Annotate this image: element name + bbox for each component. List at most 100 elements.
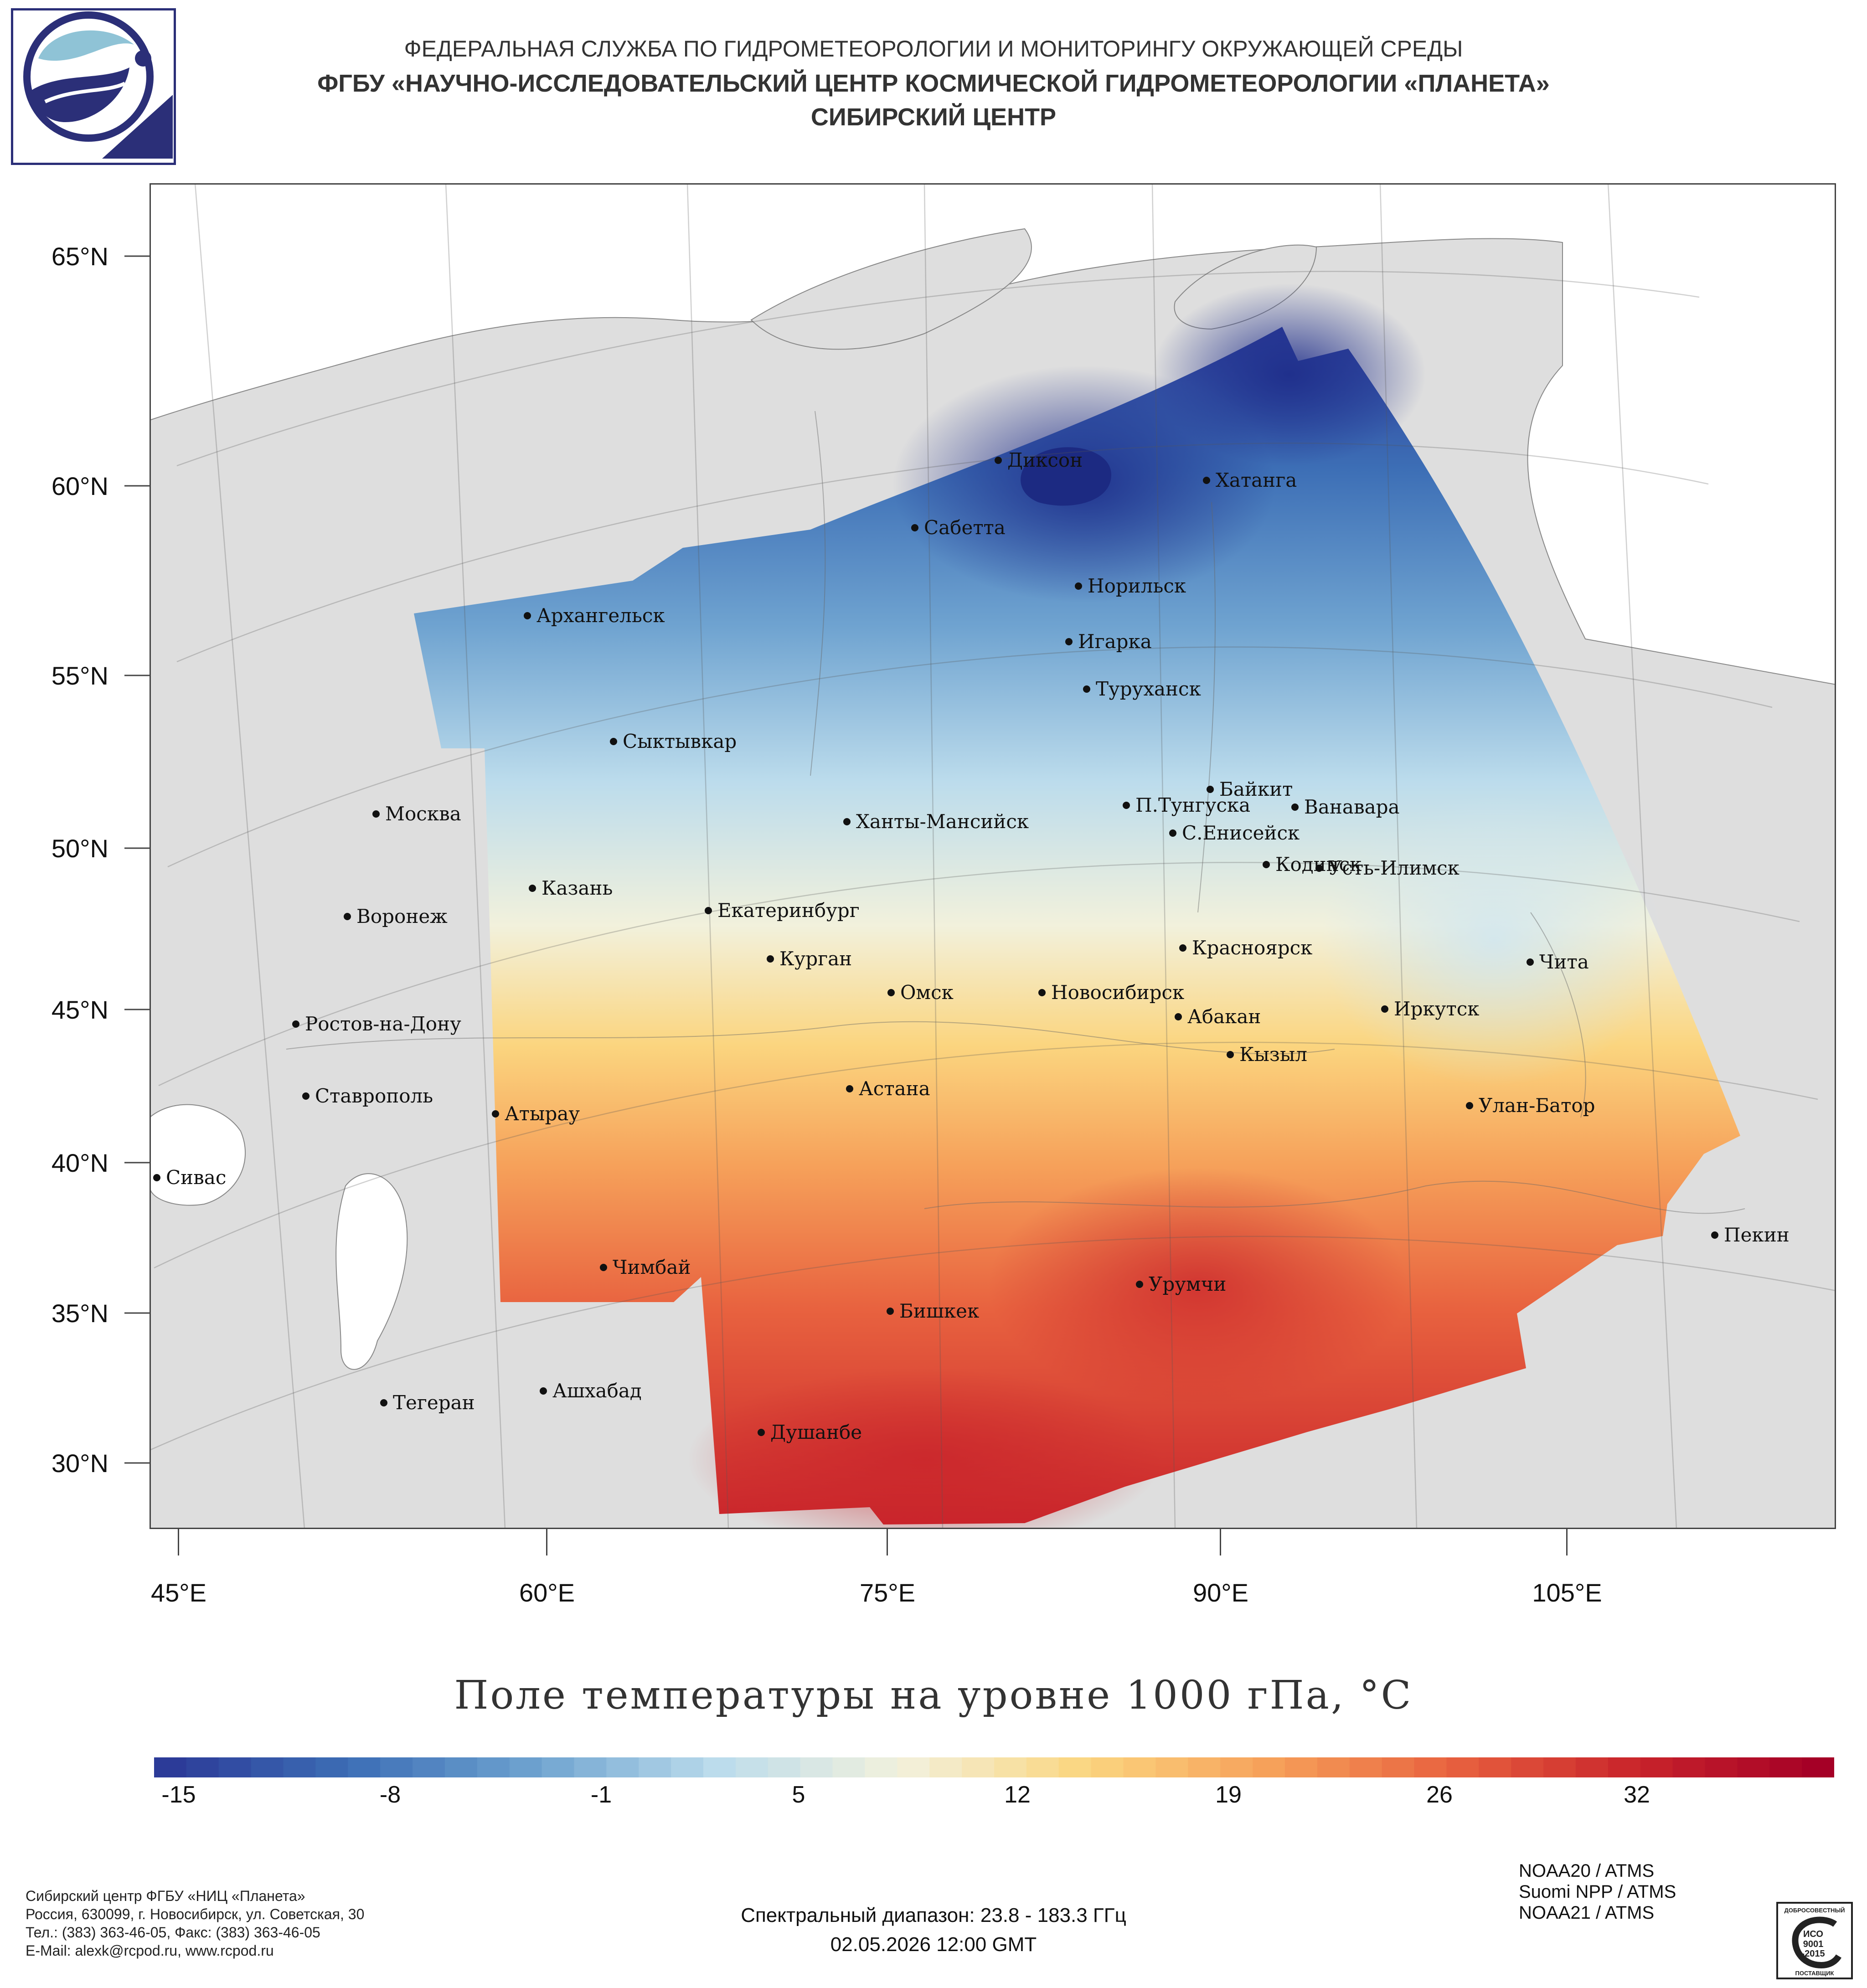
- colorbar-segment: [1188, 1757, 1221, 1777]
- city-marker: [524, 612, 531, 619]
- colorbar-segment: [1705, 1757, 1738, 1777]
- cool-region: [1321, 794, 1667, 1086]
- footer-contacts: Сибирский центр ФГБУ «НИЦ «Планета» Росс…: [26, 1887, 364, 1960]
- latitude-labels: 65°N 60°N 55°N 50°N 45°N 40°N 35°N 30°N: [52, 242, 150, 1478]
- city-marker: [1075, 582, 1082, 590]
- colorbar-segment: [283, 1757, 316, 1777]
- city-marker: [846, 1085, 853, 1092]
- city-label: Кызыл: [1239, 1043, 1307, 1066]
- city-label: Чита: [1539, 951, 1589, 973]
- city-marker: [600, 1264, 607, 1271]
- agency-title: ФЕДЕРАЛЬНАЯ СЛУЖБА ПО ГИДРОМЕТЕОРОЛОГИИ …: [404, 36, 1463, 62]
- city-label: Казань: [542, 877, 613, 899]
- city-label: Сабетта: [924, 516, 1006, 539]
- city-marker: [843, 818, 851, 825]
- colorbar-segment: [1026, 1757, 1059, 1777]
- city-label: Ханты-Мансийск: [856, 810, 1029, 833]
- planeta-logo: [11, 8, 176, 165]
- city-marker: [1527, 958, 1534, 966]
- dark-lake: [1021, 447, 1111, 506]
- timestamp: 02.05.2026 12:00 GMT: [830, 1933, 1037, 1956]
- latitude-label: 30°N: [52, 1449, 108, 1478]
- city-marker: [1291, 803, 1299, 811]
- city-marker: [1203, 477, 1210, 484]
- city-marker: [372, 810, 380, 818]
- colorbar-tick-label: 19: [1215, 1782, 1242, 1808]
- latitude-label: 50°N: [52, 834, 108, 863]
- colorbar-segment: [509, 1757, 542, 1777]
- colorbar: [154, 1757, 1834, 1777]
- branch-title: СИБИРСКИЙ ЦЕНТР: [810, 103, 1057, 131]
- iso-badge: ДОБРОСОВЕСТНЫЙ ИСО 9001 -2015 ПОСТАВЩИК: [1776, 1902, 1853, 1979]
- colorbar-segment: [1091, 1757, 1124, 1777]
- city-label: Норильск: [1088, 575, 1186, 597]
- colorbar-segment: [348, 1757, 381, 1777]
- city-label: Воронеж: [356, 905, 448, 927]
- city-label: Новосибирск: [1051, 981, 1184, 1004]
- colorbar-tick-label: 5: [792, 1782, 805, 1808]
- city-label: Москва: [385, 803, 461, 825]
- city-label: Игарка: [1078, 630, 1152, 653]
- badge-year: -2015: [1801, 1949, 1825, 1959]
- city-label: Чимбай: [613, 1256, 691, 1278]
- longitude-tick: [1566, 1529, 1568, 1555]
- colorbar-segment: [768, 1757, 801, 1777]
- city-label: Ставрополь: [315, 1085, 433, 1107]
- graticule: [150, 183, 1836, 1529]
- city-marker: [492, 1110, 499, 1118]
- hot-spot-south: [687, 1368, 1161, 1529]
- city-label: Туруханск: [1096, 678, 1201, 700]
- city-marker: [1065, 638, 1073, 645]
- city-label: П.Тунгуска: [1135, 794, 1250, 816]
- colorbar-tick-label: 12: [1004, 1782, 1031, 1808]
- city-label: Бишкек: [899, 1300, 979, 1322]
- city-label: Курган: [779, 948, 852, 970]
- colorbar-tick-label: -1: [590, 1782, 612, 1808]
- city-marker: [1711, 1231, 1718, 1239]
- city-label: Урумчи: [1149, 1273, 1226, 1295]
- colorbar-segment: [1317, 1757, 1350, 1777]
- colorbar-segment: [865, 1757, 897, 1777]
- colorbar-segment: [671, 1757, 704, 1777]
- longitude-label: 45°E: [150, 1578, 207, 1607]
- badge-iso: ИСО: [1803, 1929, 1823, 1939]
- footer-line-org: Сибирский центр ФГБУ «НИЦ «Планета»: [26, 1888, 305, 1904]
- colorbar-segment: [1640, 1757, 1673, 1777]
- colorbar-segment: [1220, 1757, 1253, 1777]
- colorbar-segment: [477, 1757, 510, 1777]
- city-marker: [887, 1308, 894, 1315]
- colorbar-segment: [444, 1757, 478, 1777]
- sea-east: [1569, 302, 1836, 603]
- colorbar-tick-label: 26: [1426, 1782, 1453, 1808]
- city-marker: [911, 524, 918, 531]
- city-marker: [1466, 1102, 1473, 1109]
- colorbar-segment: [1382, 1757, 1415, 1777]
- city-marker: [540, 1387, 547, 1395]
- colorbar-segment: [1769, 1757, 1802, 1777]
- badge-bottom-text: ПОСТАВЩИК: [1795, 1970, 1834, 1977]
- longitude-label: 105°E: [1532, 1578, 1602, 1607]
- city-marker: [344, 913, 351, 920]
- colorbar-segment: [897, 1757, 930, 1777]
- colorbar-segment: [1479, 1757, 1511, 1777]
- colorbar-segment: [218, 1757, 252, 1777]
- city-label: Ванавара: [1304, 796, 1400, 818]
- city-marker: [153, 1174, 160, 1181]
- instrument-list: NOAA20 / ATMS Suomi NPP / ATMS NOAA21 / …: [1519, 1860, 1676, 1923]
- colorbar-tick-label: 32: [1624, 1782, 1650, 1808]
- city-marker: [887, 989, 895, 996]
- city-label: Ашхабад: [552, 1380, 642, 1402]
- city-label: С.Енисейск: [1182, 822, 1300, 844]
- map-title: Поле температуры на уровне 1000 гПа, °C: [454, 1673, 1413, 1718]
- arctic-islands: [750, 228, 1032, 350]
- city-marker: [610, 738, 617, 745]
- colorbar-segment: [1414, 1757, 1447, 1777]
- colorbar-segment: [154, 1757, 187, 1777]
- borders: [286, 411, 1745, 1214]
- footer-line-phone: Тел.: (383) 363-46-05, Факс: (383) 363-4…: [26, 1924, 320, 1941]
- colorbar-segment: [1284, 1757, 1318, 1777]
- longitude-tick: [1220, 1529, 1221, 1555]
- colorbar-tick-label: -15: [161, 1782, 196, 1808]
- colorbar-segment: [703, 1757, 736, 1777]
- city-marker: [995, 457, 1002, 464]
